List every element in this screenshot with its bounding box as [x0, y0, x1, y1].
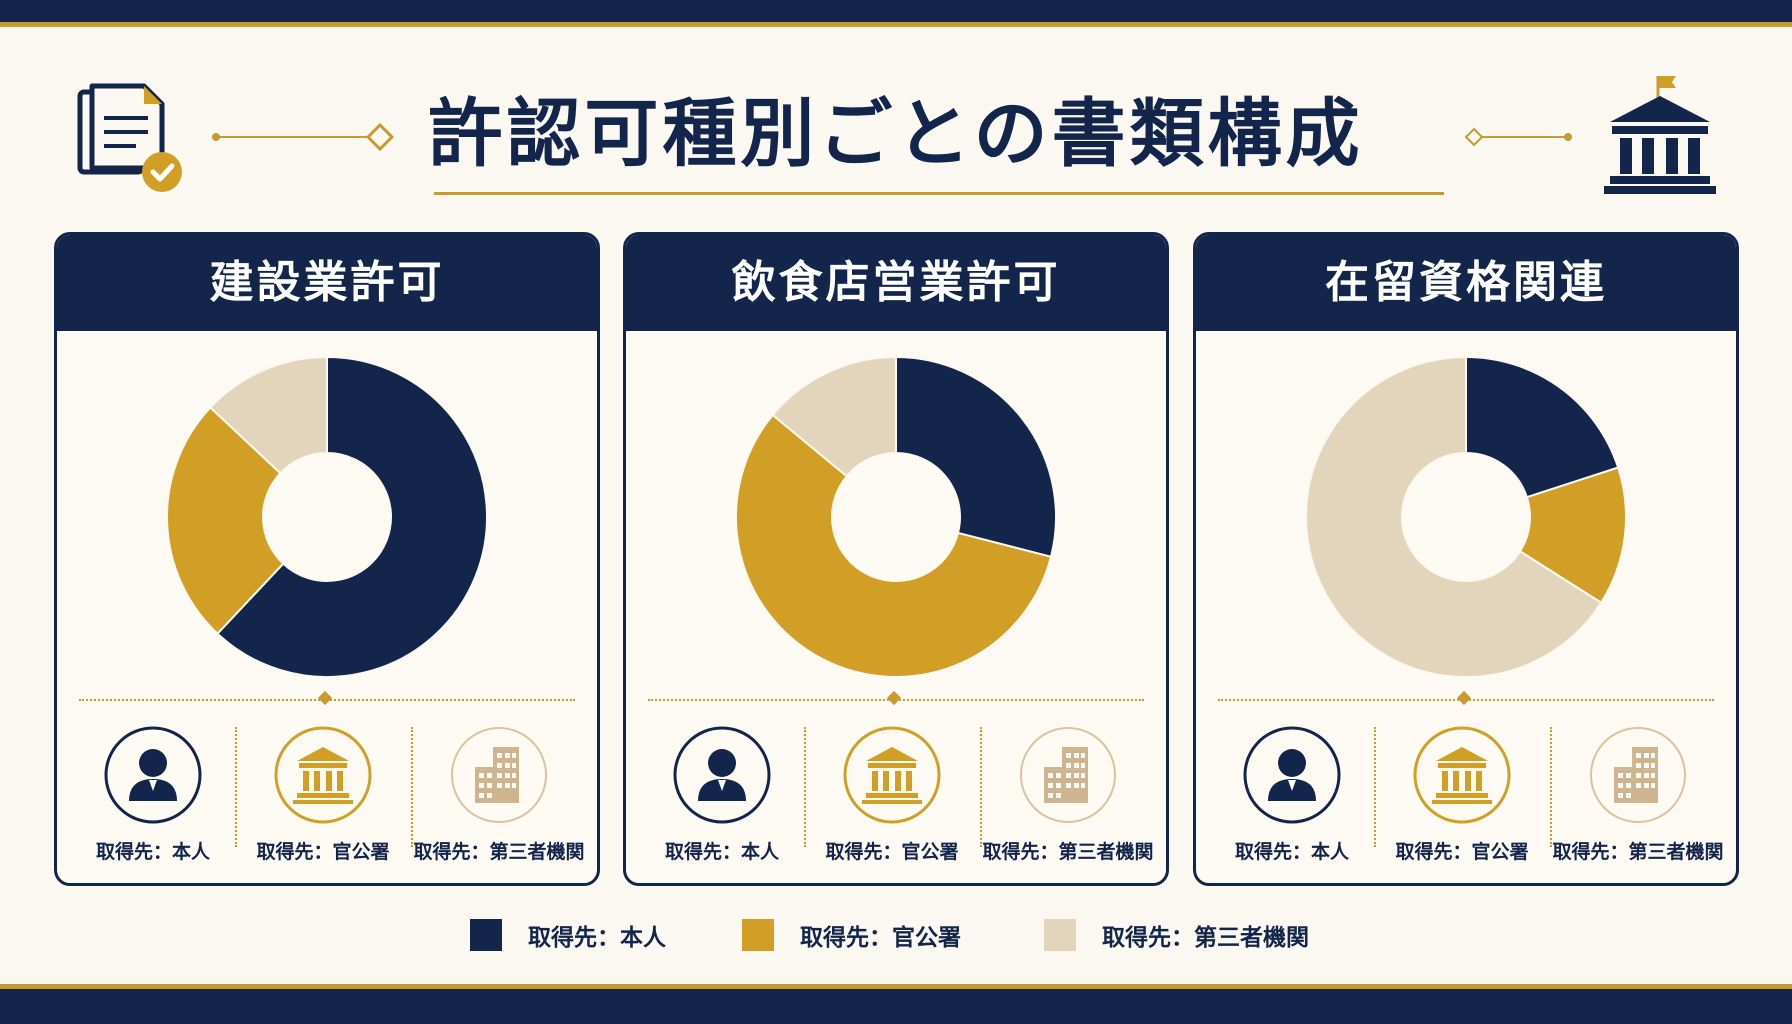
slice-person	[895, 355, 1057, 559]
person-icon	[1242, 725, 1342, 825]
slice-government	[1518, 466, 1627, 605]
source-third-party: 取得先：第三者機関	[980, 725, 1156, 864]
legend-swatch	[742, 919, 774, 951]
column-divider	[804, 727, 806, 847]
legend: 取得先：本人 取得先：官公署 取得先：第三者機関	[0, 918, 1792, 952]
office-building-icon	[1588, 725, 1688, 825]
source-government: 取得先：官公署	[1374, 725, 1550, 864]
title-left-ornament	[212, 122, 395, 152]
slice-government	[166, 406, 285, 636]
legend-label: 取得先：官公署	[800, 925, 961, 951]
source-government: 取得先：官公署	[235, 725, 411, 864]
top-band	[0, 0, 1792, 22]
column-divider	[1374, 727, 1376, 847]
slice-person	[216, 355, 488, 678]
source-label: 取得先：官公署	[256, 841, 390, 863]
source-person: 取得先：本人	[634, 725, 810, 864]
separator-diamond	[886, 690, 902, 706]
source-government: 取得先：官公署	[804, 725, 980, 864]
panel-zairyu: 在留資格関連 取得先：本人 取得先：官公署	[1193, 232, 1739, 886]
slice-third-party	[1305, 355, 1603, 678]
panel-inshokuten: 飲食店営業許可 取得先：本人 取得先：官公署	[623, 232, 1169, 886]
legend-item-government: 取得先：官公署	[742, 918, 961, 952]
source-label: 取得先：官公署	[1395, 841, 1529, 863]
slice-third-party	[208, 355, 328, 475]
separator-diamond	[317, 690, 333, 706]
source-person: 取得先：本人	[65, 725, 241, 864]
legend-swatch	[470, 919, 502, 951]
source-third-party: 取得先：第三者機関	[1550, 725, 1726, 864]
source-label: 取得先：第三者機関	[1552, 841, 1724, 863]
office-building-icon	[449, 725, 549, 825]
panel-title: 飲食店営業許可	[626, 235, 1166, 331]
slice-government	[735, 413, 1053, 678]
source-label: 取得先：第三者機関	[413, 841, 585, 863]
panel-title: 在留資格関連	[1196, 235, 1736, 331]
donut-chart	[166, 355, 488, 678]
panel-title: 建設業許可	[57, 235, 597, 331]
person-icon	[672, 725, 772, 825]
source-label: 取得先：本人	[664, 841, 779, 863]
page-title: 許認可種別ごとの書類構成	[428, 91, 1364, 177]
source-third-party: 取得先：第三者機関	[411, 725, 587, 864]
document-check-icon	[77, 83, 182, 192]
source-label: 取得先：官公署	[825, 841, 959, 863]
legend-label: 取得先：本人	[528, 925, 666, 951]
person-icon	[103, 725, 203, 825]
title-underline	[434, 192, 1444, 195]
slice-third-party	[771, 355, 897, 478]
donut-chart	[1305, 355, 1627, 678]
legend-item-person: 取得先：本人	[470, 918, 666, 952]
separator-diamond	[1456, 690, 1472, 706]
column-divider	[980, 727, 982, 847]
panel-kensetsu: 建設業許可 取得先：本人 取得先：官公署	[54, 232, 600, 886]
top-gold-line	[0, 22, 1792, 27]
source-label: 取得先：本人	[95, 841, 210, 863]
donut-chart	[735, 355, 1057, 678]
column-divider	[1550, 727, 1552, 847]
column-divider	[235, 727, 237, 847]
legend-label: 取得先：第三者機関	[1102, 925, 1309, 951]
source-label: 取得先：第三者機関	[982, 841, 1154, 863]
legend-swatch	[1044, 919, 1076, 951]
slice-person	[1465, 355, 1620, 499]
source-label: 取得先：本人	[1234, 841, 1349, 863]
bottom-gold-line	[0, 984, 1792, 989]
source-person: 取得先：本人	[1204, 725, 1380, 864]
government-building-icon	[842, 725, 942, 825]
office-building-icon	[1018, 725, 1118, 825]
government-building-icon	[1412, 725, 1512, 825]
government-building-icon	[273, 725, 373, 825]
legend-item-third-party: 取得先：第三者機関	[1044, 918, 1309, 952]
title-right-ornament	[1464, 127, 1572, 147]
government-building-icon	[1604, 76, 1716, 194]
column-divider	[411, 727, 413, 847]
bottom-band	[0, 989, 1792, 1024]
